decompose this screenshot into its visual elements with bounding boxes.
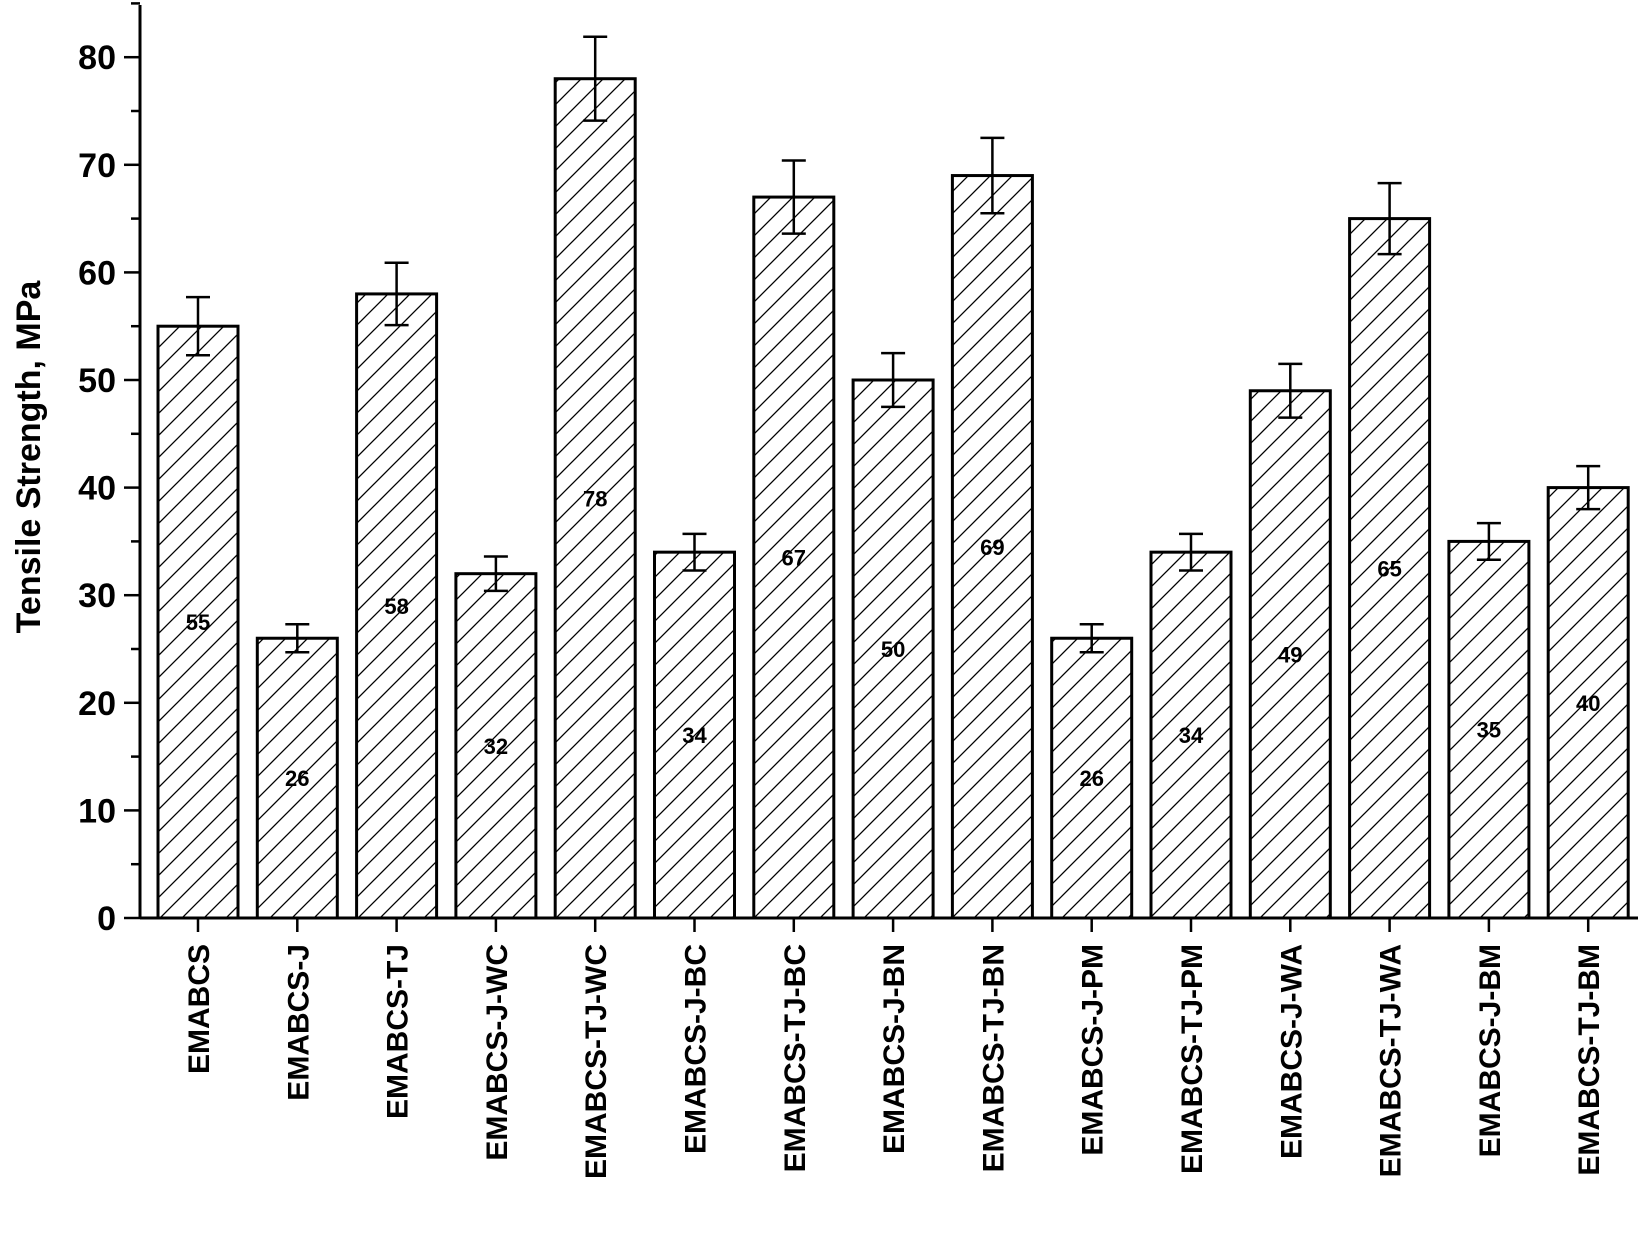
data-label-emabcs-tj-bc: 67	[782, 546, 806, 571]
data-label-emabcs-j: 26	[285, 766, 309, 791]
y-tick-label-10: 10	[78, 792, 116, 830]
x-tick-label-emabcs-j-wc: EMABCS-J-WC	[481, 944, 514, 1161]
data-label-emabcs-tj-wc: 78	[583, 486, 607, 511]
y-tick-label-30: 30	[78, 577, 116, 615]
data-label-emabcs-j-wc: 32	[484, 734, 508, 759]
bar-emabcs	[156, 324, 240, 920]
x-tick-label-emabcs-tj-bc: EMABCS-TJ-BC	[779, 944, 812, 1172]
data-label-emabcs-j-bm: 35	[1477, 718, 1501, 743]
x-tick-label-emabcs-tj-wa: EMABCS-TJ-WA	[1375, 944, 1408, 1177]
x-tick-label-emabcs-j-pm: EMABCS-J-PM	[1077, 944, 1110, 1156]
x-tick-label-emabcs-tj-bm: EMABCS-TJ-BM	[1573, 944, 1606, 1176]
bar-emabcs-tj-pm	[1149, 550, 1233, 920]
bar-emabcs-j-wc	[454, 572, 538, 920]
y-tick-label-70: 70	[78, 147, 116, 185]
data-label-emabcs-j-bc: 34	[682, 723, 707, 748]
data-label-emabcs-tj: 58	[384, 594, 408, 619]
x-tick-label-emabcs-j-wa: EMABCS-J-WA	[1275, 944, 1308, 1159]
y-tick-label-40: 40	[78, 470, 116, 508]
y-tick-label-50: 50	[78, 362, 116, 400]
y-tick-label-20: 20	[78, 685, 116, 723]
bar-emabcs-j-wa	[1248, 389, 1332, 920]
data-label-emabcs-tj-bm: 40	[1576, 691, 1600, 716]
data-label-emabcs-j-wa: 49	[1278, 642, 1302, 667]
axes-layer: EMABCS EMABCS-J EMABCS-TJ EMABCS-J-WC EMABCS…	[78, 2, 1638, 1179]
error-bars-layer	[186, 35, 1601, 654]
data-labels-layer: 55 26 58 32 78 34 67 50 69 26 34 49 65 35 40	[186, 486, 1601, 791]
x-tick-label-emabcs-tj-wc: EMABCS-TJ-WC	[580, 944, 613, 1179]
data-label-emabcs-tj-pm: 34	[1179, 723, 1204, 748]
bars-layer	[156, 77, 1630, 920]
x-tick-label-emabcs-j-bc: EMABCS-J-BC	[680, 944, 713, 1154]
data-label-emabcs-tj-wa: 65	[1377, 556, 1401, 581]
x-tick-label-emabcs-j: EMABCS-J	[282, 944, 315, 1101]
bar-emabcs-j-pm	[1050, 636, 1134, 920]
x-tick-label-emabcs: EMABCS	[183, 944, 216, 1074]
y-tick-label-80: 80	[78, 39, 116, 77]
y-tick-label-0: 0	[97, 900, 116, 938]
x-tick-label-emabcs-tj: EMABCS-TJ	[382, 944, 415, 1119]
data-label-emabcs-tj-bn: 69	[980, 535, 1004, 560]
x-tick-label-emabcs-tj-pm: EMABCS-TJ-PM	[1176, 944, 1209, 1174]
bar-emabcs-j-bc	[653, 550, 736, 920]
data-label-emabcs-j-pm: 26	[1079, 766, 1103, 791]
data-label-emabcs: 55	[186, 610, 210, 635]
x-tick-label-emabcs-j-bn: EMABCS-J-BN	[878, 944, 911, 1154]
data-label-emabcs-j-bn: 50	[881, 637, 905, 662]
x-tick-label-emabcs-j-bm: EMABCS-J-BM	[1474, 944, 1507, 1157]
x-tick-label-emabcs-tj-bn: EMABCS-TJ-BN	[977, 944, 1010, 1172]
bar-emabcs-j-bn	[851, 378, 935, 920]
y-tick-label-60: 60	[78, 254, 116, 292]
y-axis-title: Tensile Strength, MPa	[10, 280, 48, 634]
bar-emabcs-j	[255, 636, 339, 920]
